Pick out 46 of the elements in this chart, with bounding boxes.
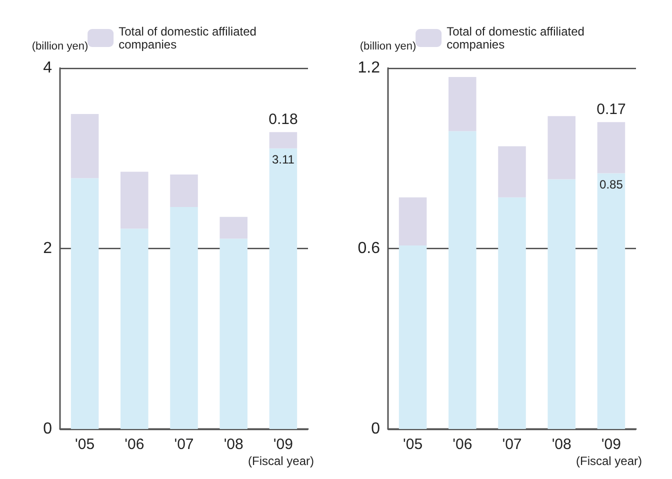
y-tick-label: 0 xyxy=(43,420,52,438)
bar xyxy=(597,173,626,429)
y-axis-title: (billion yen) xyxy=(360,40,416,52)
y-tick-label: 0.6 xyxy=(358,240,380,257)
bar xyxy=(548,179,576,429)
legend-label: Total of domestic affiliated companies xyxy=(446,24,584,52)
bar xyxy=(170,174,198,207)
bar xyxy=(448,77,476,132)
bar xyxy=(548,116,576,180)
x-tick-label: '06 xyxy=(452,436,472,453)
x-tick-label: '08 xyxy=(552,436,572,453)
bar xyxy=(120,228,148,429)
bar xyxy=(220,238,248,429)
y-tick-label: 0 xyxy=(371,420,380,438)
data-label: 3.11 xyxy=(272,152,295,166)
bar xyxy=(120,172,148,229)
bar xyxy=(498,146,526,198)
bar xyxy=(170,206,198,429)
x-axis-title: (Fiscal year) xyxy=(248,454,314,468)
data-label: 0.18 xyxy=(268,111,298,128)
x-tick-label: '06 xyxy=(124,436,144,453)
bar xyxy=(269,148,298,429)
y-tick-label: 2 xyxy=(43,240,52,257)
x-tick-label: '05 xyxy=(75,436,95,453)
y-tick-label: 1.2 xyxy=(358,60,380,76)
bar xyxy=(269,132,298,148)
data-label: 0.17 xyxy=(596,101,626,118)
x-axis-title: (Fiscal year) xyxy=(576,454,642,468)
bar xyxy=(70,114,99,178)
bar xyxy=(220,216,248,239)
x-tick-label: '08 xyxy=(224,436,244,453)
y-tick-label: 4 xyxy=(43,60,52,76)
bar xyxy=(448,131,476,429)
bar xyxy=(398,245,427,429)
x-tick-label: '05 xyxy=(403,436,423,453)
bar xyxy=(70,178,99,429)
legend-label: Total of domestic affiliated companies xyxy=(118,24,256,52)
x-tick-label: '09 xyxy=(273,436,293,453)
bar xyxy=(398,197,427,246)
data-label: 0.85 xyxy=(600,177,624,192)
bar xyxy=(597,122,626,174)
x-tick-label: '09 xyxy=(601,436,621,453)
bar xyxy=(498,197,526,429)
x-tick-label: '07 xyxy=(174,436,194,453)
y-axis-title: (billion yen) xyxy=(32,40,88,52)
x-tick-label: '07 xyxy=(502,436,522,453)
